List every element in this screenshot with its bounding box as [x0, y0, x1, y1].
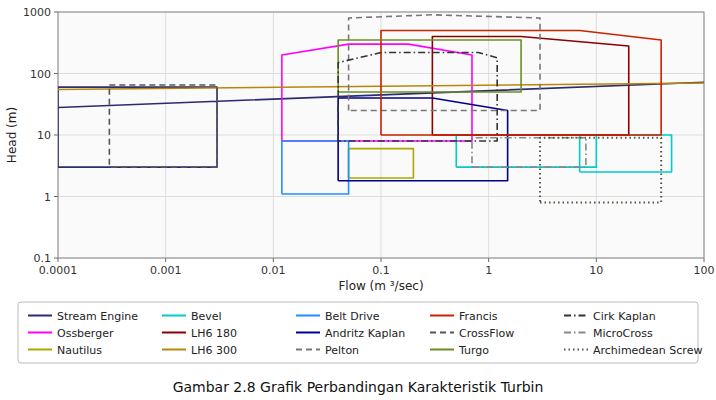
y-tick-label: 100	[30, 68, 51, 81]
x-tick-label: 0.0001	[39, 264, 78, 277]
grid	[58, 12, 704, 258]
x-tick-label: 0.01	[261, 264, 286, 277]
y-tick	[54, 135, 58, 136]
legend-label: LH6 180	[191, 327, 237, 340]
legend-swatch	[162, 315, 186, 317]
x-tick	[704, 258, 705, 262]
legend-label: Belt Drive	[325, 310, 380, 323]
y-tick-label: 0.1	[34, 252, 52, 265]
legend-swatch	[564, 315, 588, 317]
legend: Stream Engine Ossberger Nautilus Bevel LH6 1…	[18, 302, 702, 363]
legend-swatch	[296, 332, 320, 334]
legend-swatch	[162, 349, 186, 351]
legend-swatch	[430, 332, 454, 334]
legend-swatch	[28, 349, 52, 351]
x-tick	[165, 258, 166, 262]
x-tick-label: 0.001	[150, 264, 182, 277]
plot-background	[58, 12, 704, 258]
series-line	[456, 135, 671, 172]
legend-label: Francis	[459, 310, 498, 323]
y-axis-label: Head (m)	[5, 107, 19, 163]
y-tick	[54, 258, 58, 259]
y-tick-label: 1	[44, 191, 51, 204]
legend-swatch	[564, 349, 588, 351]
legend-label: Nautilus	[57, 344, 102, 357]
legend-label: LH6 300	[191, 344, 237, 357]
legend-swatch	[28, 315, 52, 317]
series-group	[58, 15, 704, 203]
legend-swatch	[28, 332, 52, 334]
legend-swatch	[564, 332, 588, 334]
x-tick	[381, 258, 382, 262]
legend-label: Turgo	[458, 344, 489, 357]
y-tick-label: 1000	[23, 6, 51, 19]
x-tick	[58, 258, 59, 262]
x-tick	[273, 258, 274, 262]
series-line	[472, 138, 586, 167]
legend-label: Ossberger	[57, 327, 114, 340]
legend-swatch	[162, 332, 186, 334]
x-tick-label: 10	[589, 264, 603, 277]
x-tick	[596, 258, 597, 262]
y-tick	[54, 196, 58, 197]
series-line	[338, 52, 497, 141]
series-line	[338, 40, 521, 92]
x-tick	[488, 258, 489, 262]
series-line	[349, 149, 414, 178]
series-line	[349, 15, 540, 111]
legend-label: Andritz Kaplan	[325, 327, 405, 340]
y-tick	[54, 73, 58, 74]
legend-swatch	[296, 349, 320, 351]
series-line	[540, 138, 661, 203]
legend-swatch	[296, 315, 320, 317]
legend-label: CrossFlow	[459, 327, 514, 340]
series-line	[109, 85, 217, 167]
legend-label: MicroCross	[593, 327, 653, 340]
x-tick-label: 0.1	[372, 264, 390, 277]
legend-label: Stream Engine	[57, 310, 138, 323]
legend-label: Cirk Kaplan	[593, 310, 656, 323]
y-tick	[54, 12, 58, 13]
x-tick-label: 1	[485, 264, 492, 277]
legend-swatch	[430, 315, 454, 317]
x-tick-label: 100	[694, 264, 715, 277]
y-tick-label: 10	[37, 129, 51, 142]
legend-label: Archimedean Screw	[593, 344, 702, 357]
x-axis-label: Flow (m ³/sec)	[338, 279, 423, 293]
y-grid-line	[58, 196, 704, 197]
legend-swatch	[430, 349, 454, 351]
legend-label: Bevel	[191, 310, 222, 323]
plot-frame	[58, 12, 704, 258]
legend-label: Pelton	[325, 344, 359, 357]
chart-title: Gambar 2.8 Grafik Perbandingan Karakteri…	[173, 379, 544, 395]
